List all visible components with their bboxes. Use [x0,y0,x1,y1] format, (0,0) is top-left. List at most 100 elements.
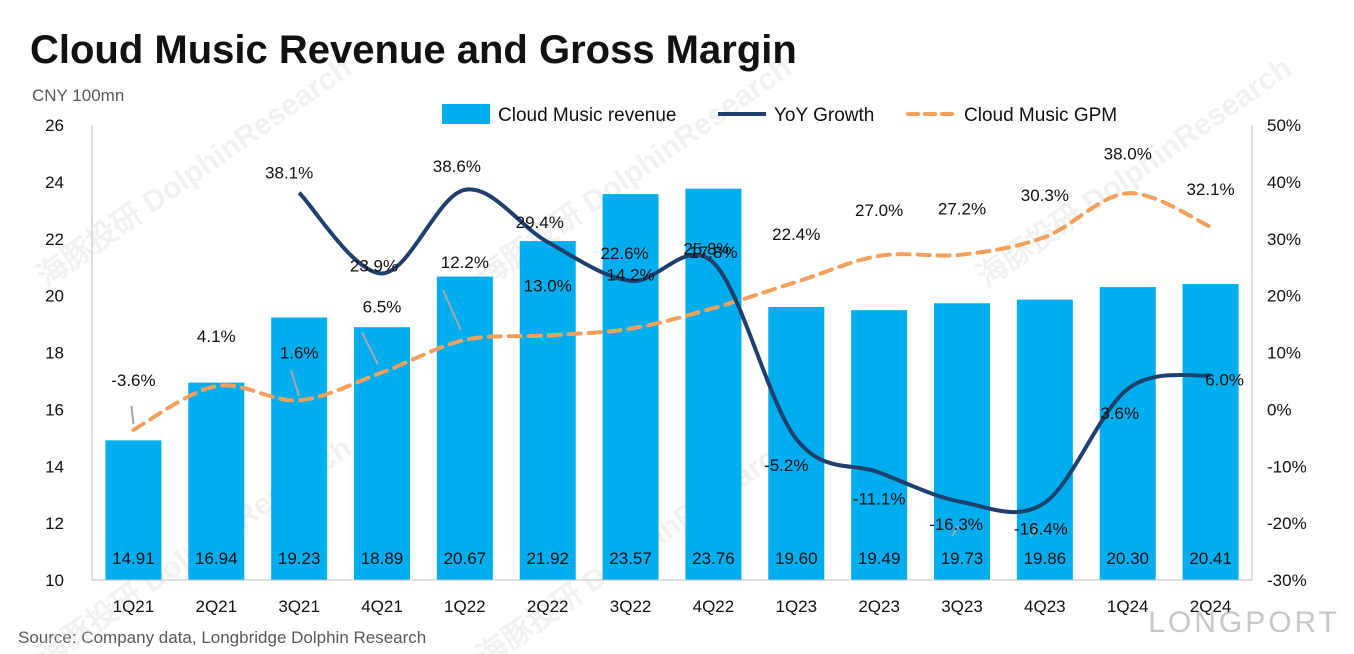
revenue-bar-label: 19.23 [278,549,321,568]
gpm-data-label: -3.6% [111,371,155,390]
gpm-data-label: 6.5% [363,297,402,316]
left-axis-tick: 10 [45,571,64,590]
revenue-bar-label: 19.86 [1024,549,1067,568]
gpm-data-label: 13.0% [524,276,572,295]
watermark-text: 海豚投研 DolphinResearch [971,51,1297,293]
gpm-leader-line [290,369,301,397]
right-axis-tick: 50% [1267,116,1301,135]
legend-label-revenue: Cloud Music revenue [498,105,676,126]
x-axis-tick: 3Q22 [610,597,652,616]
revenue-bar-label: 20.41 [1189,549,1232,568]
left-axis-tick: 26 [45,116,64,135]
gpm-data-label: 1.6% [280,343,319,362]
right-axis-tick: -20% [1267,514,1307,533]
legend: Cloud Music revenue YoY Growth Cloud Music… [442,104,1117,126]
x-axis-tick: 4Q23 [1024,597,1066,616]
left-axis-tick: 20 [45,287,64,306]
x-axis-tick: 3Q23 [941,597,983,616]
legend-swatch-revenue [442,104,490,124]
gpm-data-label: 32.1% [1186,180,1234,199]
left-axis-tick: 12 [45,514,64,533]
x-axis-tick: 1Q24 [1107,597,1149,616]
yoy-data-label: 25.8% [683,240,731,259]
x-axis-tick: 1Q23 [775,597,817,616]
yoy-data-label: -16.4% [1014,520,1068,539]
gpm-line [131,191,1213,432]
x-axis-tick: 2Q23 [858,597,900,616]
bar-label-layer: 14.91 16.94 19.23 18.89 20.67 21.92 23.57 23.76… [112,549,1232,568]
gpm-data-label: 22.4% [772,225,820,244]
revenue-bar [1016,299,1073,580]
gpm-data-label: 30.3% [1021,186,1069,205]
gpm-leader-line [361,331,379,365]
yoy-data-label: -5.2% [764,456,808,475]
legend-label-yoy: YoY Growth [774,105,874,126]
yoy-data-label: 38.1% [265,164,313,183]
revenue-bar [105,440,162,580]
x-axis-tick: 2Q24 [1190,597,1232,616]
gpm-data-label: 14.2% [606,266,654,285]
revenue-bar-label: 18.89 [361,549,404,568]
left-axis-tick: 14 [45,457,64,476]
revenue-bar [851,310,908,580]
revenue-bar-label: 21.92 [526,549,569,568]
leader-line-layer [130,289,1038,538]
revenue-bar [1182,283,1239,580]
revenue-bar [934,303,990,580]
yoy-data-label: 29.4% [516,213,564,232]
revenue-bar-label: 23.76 [692,549,735,568]
bar-series [105,188,1239,580]
revenue-bar [602,194,659,580]
yoy-leader-line [951,525,959,537]
gpm-leader-line [130,405,135,424]
left-axis-tick: 16 [45,400,64,419]
gpm-data-label: 4.1% [197,327,236,346]
yoy-data-label: 38.6% [433,157,481,176]
yoy-data-label: 3.6% [1100,404,1139,423]
revenue-bar-label: 20.67 [444,549,487,568]
yoy-data-label: 22.6% [600,244,648,263]
gpm-data-label: 12.2% [441,253,489,272]
yoy-data-label: 23.9% [350,256,398,275]
x-axis-tick: 1Q21 [113,597,155,616]
gpm-leader-line [441,289,462,331]
revenue-bar-label: 23.57 [609,549,652,568]
revenue-bar-label: 16.94 [195,549,238,568]
line-series [131,187,1213,515]
brand-watermark: LONGPORT [1148,606,1340,639]
revenue-bar [519,241,576,580]
right-axis-tick: 10% [1267,344,1301,363]
gpm-data-label: 38.0% [1104,144,1152,163]
line-label-layer: -3.6% 4.1% 1.6% 6.5% 12.2% 13.0% 14.2% 17.8% 22.… [111,144,1244,538]
revenue-bar-label: 19.73 [941,549,984,568]
yoy-data-label: 6.0% [1205,370,1244,389]
left-axis-tick: 24 [45,173,64,192]
gpm-data-label: 27.2% [938,200,986,219]
revenue-bar [436,276,493,580]
left-axis-tick: 18 [45,344,64,363]
left-axis-tick: 22 [45,230,64,249]
source-note: Source: Company data, Longbridge Dolphin… [18,628,427,647]
right-axis-tick: 40% [1267,173,1301,192]
yoy-data-label: -11.1% [853,490,906,509]
right-axis-tick: 30% [1267,230,1301,249]
revenue-bar-label: 19.60 [775,549,818,568]
right-axis-tick: -30% [1267,571,1307,590]
revenue-bar-label: 19.49 [858,549,901,568]
gpm-data-label: 17.8% [689,243,737,262]
right-axis-tick: 20% [1267,287,1301,306]
revenue-bar-label: 20.30 [1106,549,1149,568]
x-axis-tick: 2Q21 [195,597,237,616]
chart-title: Cloud Music Revenue and Gross Margin [30,28,797,72]
revenue-bar [354,327,410,580]
legend-label-gpm: Cloud Music GPM [964,105,1117,126]
x-axis-tick: 4Q21 [361,597,403,616]
axes-layer: 10 12 14 16 18 20 22 24 26 -30% -20% -10% 0% 10% 20% 30… [45,116,1307,616]
revenue-bar [188,382,245,580]
gpm-data-label: 27.0% [855,201,903,220]
revenue-bar-label: 14.91 [112,549,155,568]
x-axis-tick: 4Q22 [693,597,735,616]
right-axis-tick: 0% [1267,400,1292,419]
yoy-leader-line [1029,526,1038,538]
